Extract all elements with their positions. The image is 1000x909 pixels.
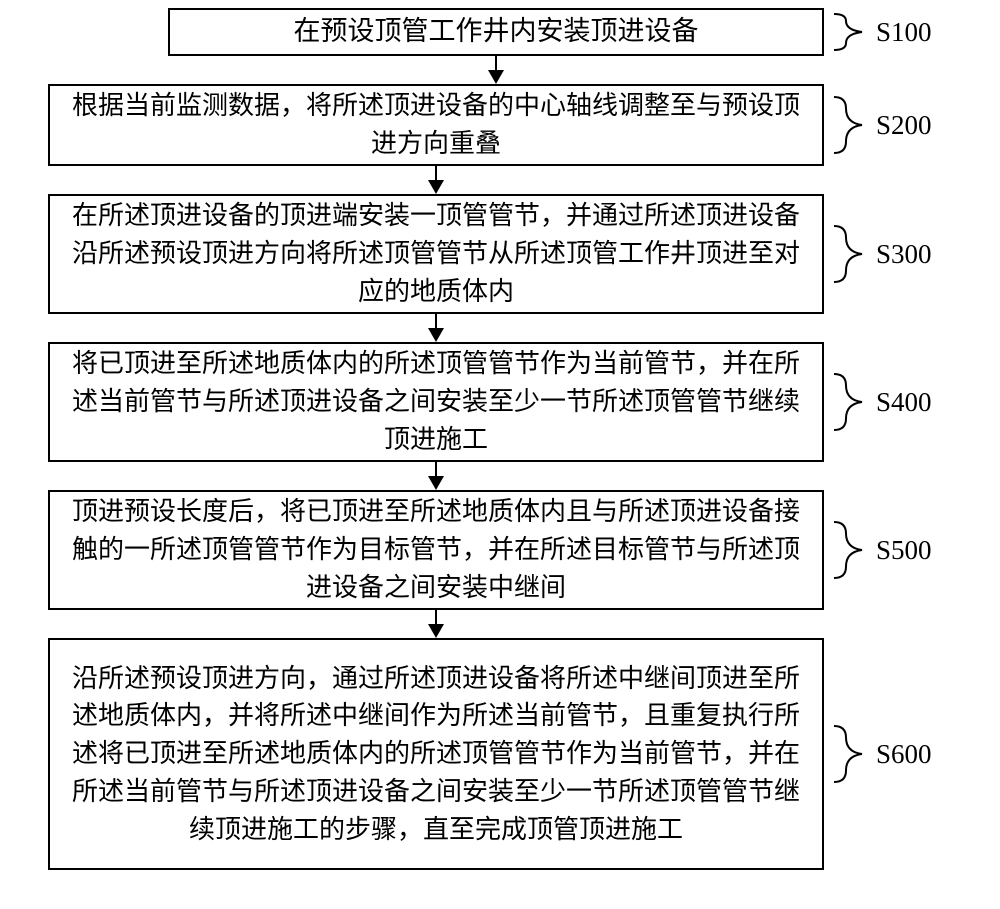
arrow-s500: [28, 610, 972, 638]
step-label-s300: S300: [876, 239, 932, 270]
step-label-s100: S100: [876, 17, 932, 48]
arrow-line: [435, 462, 437, 476]
step-box-s400: 将已顶进至所述地质体内的所述顶管管节作为当前管节，并在所述当前管节与所述顶进设备…: [48, 342, 824, 462]
step-row-s300: 在所述顶进设备的顶进端安装一顶管管节，并通过所述顶进设备沿所述预设顶进方向将所述…: [28, 194, 972, 314]
step-label-s200: S200: [876, 110, 932, 141]
step-row-s500: 顶进预设长度后，将已顶进至所述地质体内且与所述顶进设备接触的一所述顶管管节作为目…: [28, 490, 972, 610]
brace-connector: [832, 224, 872, 284]
arrow-head-icon: [428, 624, 444, 638]
step-box-s600: 沿所述预设顶进方向，通过所述顶进设备将所述中继间顶进至所述地质体内，并将所述中继…: [48, 638, 824, 870]
brace-connector: [832, 12, 872, 52]
spacer: [28, 610, 428, 638]
step-label-wrap: S100: [832, 12, 932, 52]
step-label-wrap: S200: [832, 95, 932, 155]
spacer: [28, 314, 428, 342]
arrow-line: [435, 610, 437, 624]
arrow-icon: [488, 56, 504, 84]
flowchart-container: 在预设顶管工作井内安装顶进设备 S100 根据当前监测数据，将所述顶进设备的中心轴线…: [28, 8, 972, 870]
spacer: [28, 56, 488, 84]
arrow-icon: [428, 314, 444, 342]
brace-connector: [832, 520, 872, 580]
brace-connector: [832, 724, 872, 784]
step-label-wrap: S500: [832, 520, 932, 580]
step-row-s200: 根据当前监测数据，将所述顶进设备的中心轴线调整至与预设顶进方向重叠 S200: [28, 84, 972, 166]
arrow-s200: [28, 166, 972, 194]
arrow-head-icon: [428, 180, 444, 194]
step-label-s500: S500: [876, 535, 932, 566]
arrow-s400: [28, 462, 972, 490]
step-label-wrap: S600: [832, 724, 932, 784]
spacer: [28, 166, 428, 194]
arrow-line: [435, 166, 437, 180]
step-box-s100: 在预设顶管工作井内安装顶进设备: [168, 8, 824, 56]
arrow-icon: [428, 610, 444, 638]
step-row-s400: 将已顶进至所述地质体内的所述顶管管节作为当前管节，并在所述当前管节与所述顶进设备…: [28, 342, 972, 462]
brace-connector: [832, 372, 872, 432]
arrow-s100: [28, 56, 972, 84]
step-box-s200: 根据当前监测数据，将所述顶进设备的中心轴线调整至与预设顶进方向重叠: [48, 84, 824, 166]
brace-connector: [832, 95, 872, 155]
arrow-line: [435, 314, 437, 328]
step-label-s400: S400: [876, 387, 932, 418]
step-row-s600: 沿所述预设顶进方向，通过所述顶进设备将所述中继间顶进至所述地质体内，并将所述中继…: [28, 638, 972, 870]
arrow-line: [495, 56, 497, 70]
step-label-wrap: S400: [832, 372, 932, 432]
step-box-s500: 顶进预设长度后，将已顶进至所述地质体内且与所述顶进设备接触的一所述顶管管节作为目…: [48, 490, 824, 610]
step-label-s600: S600: [876, 739, 932, 770]
step-row-s100: 在预设顶管工作井内安装顶进设备 S100: [28, 8, 972, 56]
arrow-icon: [428, 462, 444, 490]
spacer: [28, 462, 428, 490]
arrow-head-icon: [428, 476, 444, 490]
arrow-head-icon: [488, 70, 504, 84]
step-label-wrap: S300: [832, 224, 932, 284]
arrow-icon: [428, 166, 444, 194]
arrow-s300: [28, 314, 972, 342]
arrow-head-icon: [428, 328, 444, 342]
step-box-s300: 在所述顶进设备的顶进端安装一顶管管节，并通过所述顶进设备沿所述预设顶进方向将所述…: [48, 194, 824, 314]
